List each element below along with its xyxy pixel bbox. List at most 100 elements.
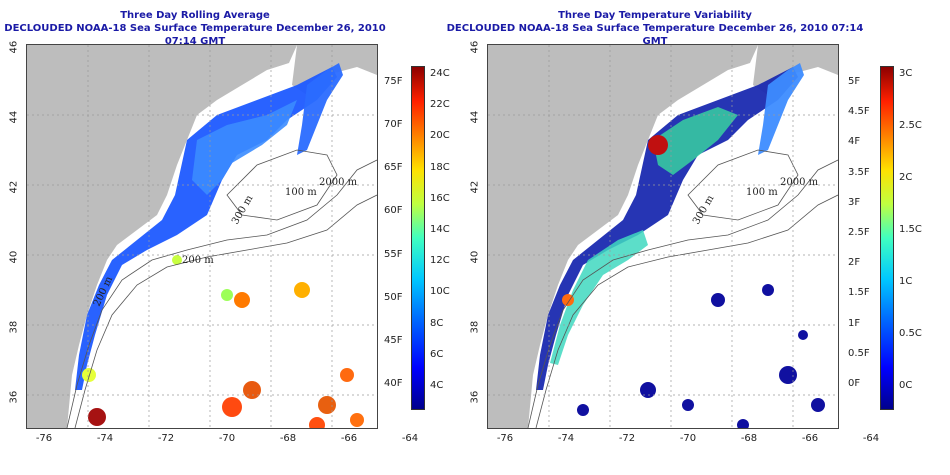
x-tick-label: -64	[862, 433, 880, 444]
colorbar-f-label: 65F	[384, 162, 403, 174]
left-map-svg: 100 m 200 m 2000 m 300 m 200 m	[27, 45, 377, 428]
colorbar-c-label: 1.5C	[899, 224, 922, 235]
lat-lon-grid	[488, 45, 838, 428]
colorbar-c-label: 0.5C	[899, 328, 922, 339]
variability-mid-zone	[550, 230, 648, 365]
colorbar-f-label: 40F	[384, 378, 403, 389]
colorbar-f-label: 5F	[848, 76, 861, 87]
colorbar-f-label: 55F	[384, 248, 403, 260]
x-tick-label: -66	[801, 433, 819, 444]
colorbar-c-label: 8C	[430, 317, 444, 329]
colorbar-f-label: 4.5F	[848, 106, 870, 118]
colorbar-c-label: 6C	[430, 348, 444, 360]
right-map-title: Three Day Temperature Variability DECLOU…	[445, 9, 865, 48]
contour-label: 2000 m	[319, 177, 358, 188]
y-tick-label: 40	[8, 250, 20, 264]
right-title-line2: DECLOUDED NOAA-18 Sea Surface Temperatur…	[446, 23, 864, 47]
x-tick-label: -70	[679, 433, 697, 444]
sst-warm-patch	[294, 282, 310, 298]
colorbar-c-label: 14C	[430, 224, 450, 235]
sst-warm-patch	[221, 289, 233, 301]
contour-label: 2000 m	[780, 177, 819, 188]
left-map-panel: 100 m 200 m 2000 m 300 m 200 m	[26, 44, 378, 429]
x-tick-label: -72	[618, 433, 636, 444]
colorbar-c-label: 18C	[430, 161, 450, 173]
x-tick-label: -64	[401, 433, 419, 444]
colorbar-f-label: 45F	[384, 334, 403, 346]
y-tick-label: 44	[8, 110, 20, 124]
colorbar-f-label: 60F	[384, 205, 403, 217]
colorbar-f-label: 0F	[848, 378, 861, 389]
left-map-title: Three Day Rolling Average DECLOUDED NOAA…	[0, 9, 390, 48]
y-tick-label: 38	[8, 320, 20, 334]
sst-warm-patch	[172, 255, 182, 265]
colorbar-f-label: 2.5F	[848, 227, 870, 238]
colorbar-c-label: 24C	[430, 68, 450, 79]
colorbar-f-label: 50F	[384, 291, 403, 303]
colorbar-f-label: 75F	[384, 76, 403, 87]
colorbar-c-label: 12C	[430, 255, 450, 267]
contour-label: 200 m	[182, 255, 214, 266]
left-colorbar	[411, 66, 425, 410]
colorbar-c-label: 2.5C	[899, 120, 922, 131]
land-mass	[27, 45, 297, 428]
x-tick-label: -76	[35, 433, 53, 444]
sst-warm-patch	[318, 396, 336, 414]
colorbar-c-label: 20C	[430, 130, 450, 142]
right-title-line1: Three Day Temperature Variability	[558, 10, 752, 21]
x-tick-label: -76	[496, 433, 514, 444]
sst-warm-patch	[234, 292, 250, 308]
x-tick-label: -74	[557, 433, 575, 444]
colorbar-c-label: 3C	[899, 68, 913, 79]
variability-hotspot	[562, 294, 574, 306]
sst-warm-patch	[82, 368, 96, 382]
colorbar-f-label: 1F	[848, 317, 861, 329]
left-title-line2: DECLOUDED NOAA-18 Sea Surface Temperatur…	[4, 23, 386, 47]
contour-label: 100 m	[285, 187, 317, 198]
variability-nova-scotia	[758, 63, 804, 155]
sst-warm-patch	[88, 408, 106, 426]
colorbar-f-label: 2F	[848, 257, 861, 269]
y-tick-label: 36	[8, 390, 20, 404]
y-tick-label: 46	[469, 40, 481, 54]
sst-warm-patch	[222, 397, 242, 417]
bathymetry-contour	[527, 159, 838, 428]
colorbar-c-label: 4C	[430, 380, 444, 391]
colorbar-f-label: 0.5F	[848, 347, 870, 359]
sst-warm-patch	[340, 368, 354, 382]
variability-low-patches	[577, 284, 825, 428]
x-tick-label: -74	[96, 433, 114, 444]
colorbar-f-label: 1.5F	[848, 287, 870, 299]
right-map-panel: 100 m 2000 m 300 m	[487, 44, 839, 429]
right-colorbar	[880, 66, 894, 410]
x-tick-label: -68	[740, 433, 758, 444]
colorbar-c-label: 1C	[899, 276, 913, 287]
colorbar-c-label: 10C	[430, 286, 450, 298]
variability-hotspot	[648, 135, 668, 155]
variability-high-zone	[653, 107, 738, 175]
colorbar-c-label: 16C	[430, 192, 450, 204]
right-map-svg: 100 m 2000 m 300 m	[488, 45, 838, 428]
bathymetry-contour	[66, 159, 377, 428]
y-tick-label: 46	[8, 40, 20, 54]
left-title-line1: Three Day Rolling Average	[120, 10, 270, 21]
x-tick-label: -68	[279, 433, 297, 444]
y-tick-label: 36	[469, 390, 481, 404]
land-mass	[488, 45, 758, 428]
sst-warm-patch	[350, 413, 364, 427]
colorbar-f-label: 70F	[384, 119, 403, 131]
y-tick-label: 42	[469, 180, 481, 194]
y-tick-label: 44	[469, 110, 481, 124]
sst-warm-patch	[243, 381, 261, 399]
colorbar-c-label: 22C	[430, 99, 450, 111]
sst-warm-patch	[309, 417, 325, 428]
y-tick-label: 42	[8, 180, 20, 194]
colorbar-c-label: 2C	[899, 172, 913, 183]
bathymetry-contour	[687, 149, 799, 221]
contour-label: 100 m	[746, 187, 778, 198]
sst-nova-scotia-band	[297, 63, 343, 155]
sst-gulf-of-maine	[192, 100, 297, 195]
colorbar-c-label: 0C	[899, 380, 913, 391]
colorbar-f-label: 3.5F	[848, 166, 870, 178]
colorbar-f-label: 3F	[848, 196, 861, 208]
